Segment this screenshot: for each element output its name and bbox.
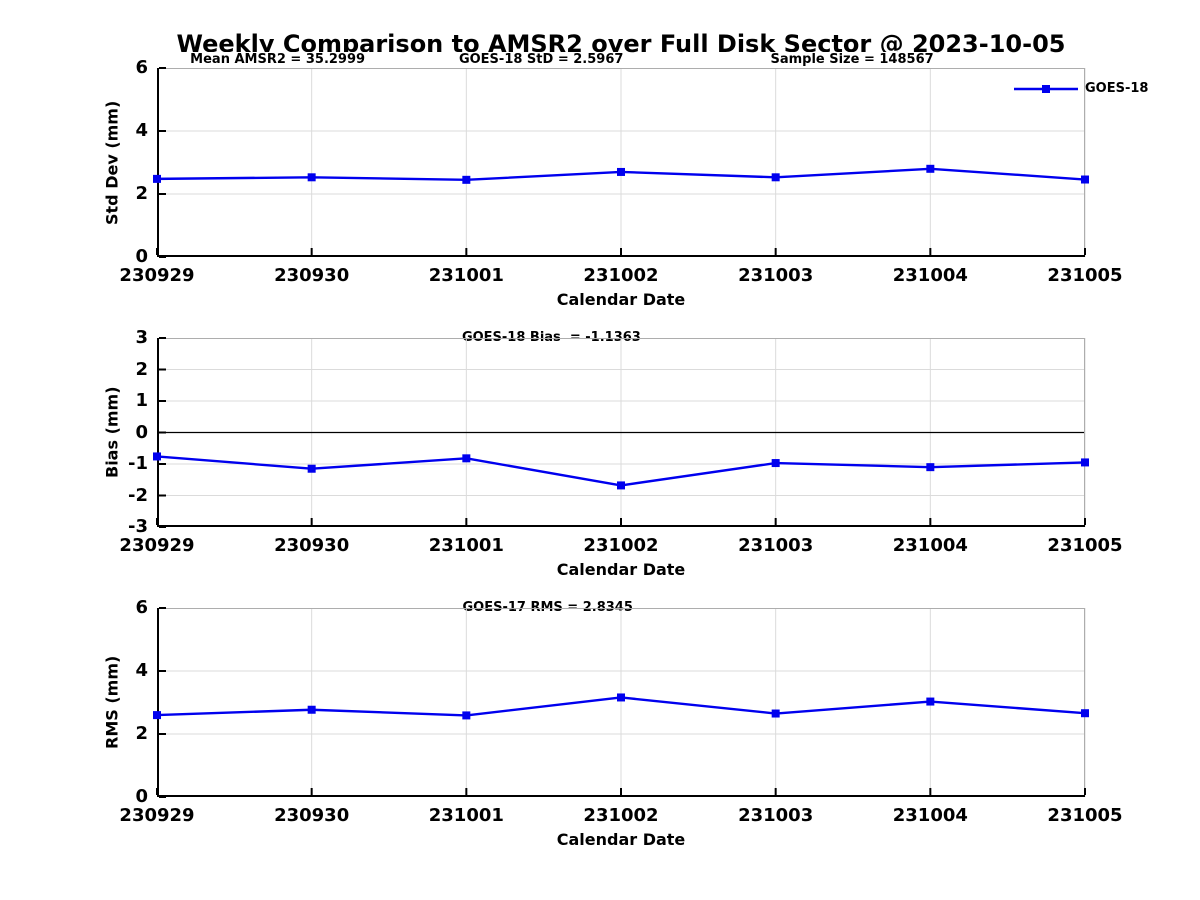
axis-spines <box>157 608 1085 797</box>
y-tick-label: -2 <box>128 484 148 506</box>
x-tick-label: 231004 <box>892 535 968 556</box>
x-tick-label: 230929 <box>119 535 195 556</box>
y-tick-label: 4 <box>135 120 148 141</box>
data-point-marker <box>617 167 625 176</box>
data-point-marker <box>307 173 316 182</box>
data-series-goes-18 <box>153 693 1089 720</box>
x-tick-label: 231005 <box>1047 265 1123 286</box>
data-point-marker <box>771 709 780 718</box>
data-point-marker <box>617 693 625 702</box>
plot-box-edges <box>157 338 1085 527</box>
data-point-marker <box>153 174 161 183</box>
x-tick-label: 231001 <box>428 805 504 826</box>
annotation: Mean AMSR2 = 35.2999 <box>187 52 369 68</box>
data-point-marker <box>462 711 471 720</box>
y-tick-label: -3 <box>128 516 148 537</box>
subplot2-x-axis-label: Calendar Date <box>556 560 686 579</box>
data-point-marker <box>307 464 316 473</box>
x-tick-label: 230930 <box>274 805 350 826</box>
x-tick-label: 231002 <box>583 535 659 556</box>
x-tick-label: 231003 <box>738 535 814 556</box>
data-point-marker <box>771 173 780 182</box>
y-tick-label: 2 <box>135 358 148 380</box>
data-point-marker <box>1081 458 1089 467</box>
data-point-marker <box>462 175 471 184</box>
data-point-marker <box>462 454 471 463</box>
x-tick-label: 231005 <box>1047 535 1123 556</box>
subplot1-y-axis-label: Std Dev (mm) <box>102 100 122 225</box>
subplot3-y-axis-label: RMS (mm) <box>102 655 122 750</box>
data-point-marker <box>153 452 161 461</box>
data-point-marker <box>617 481 625 490</box>
data-point-marker <box>1081 709 1089 718</box>
x-tick-label: 231001 <box>428 535 504 556</box>
y-tick-label: 0 <box>135 786 148 807</box>
data-point-marker <box>926 697 935 706</box>
plot-box-edges <box>157 68 1085 257</box>
x-tick-label: 231004 <box>892 265 968 286</box>
data-series-goes-18 <box>153 164 1089 184</box>
x-tick-label: 231003 <box>738 265 814 286</box>
subplot3-plot-area <box>153 607 1089 798</box>
y-tick-label: 6 <box>135 57 148 78</box>
legend-line-marker-icon <box>1014 84 1078 93</box>
subplot3-x-axis-label: Calendar Date <box>556 830 686 849</box>
legend: GOES-18 <box>1014 80 1148 97</box>
plot-box-edges <box>157 608 1085 797</box>
x-tick-label: 231003 <box>738 805 814 826</box>
subplot1-x-axis-label: Calendar Date <box>556 290 686 309</box>
data-point-marker <box>153 711 161 720</box>
x-tick-label: 230929 <box>119 805 195 826</box>
gridlines <box>157 68 1086 257</box>
subplot2-plot-area <box>153 337 1089 528</box>
y-tick-label: -1 <box>128 453 148 474</box>
x-tick-label: 230930 <box>274 265 350 286</box>
legend-label: GOES-18 <box>1085 81 1149 96</box>
x-tick-label: 231004 <box>892 805 968 826</box>
data-point-marker <box>926 164 935 173</box>
x-tick-label: 231005 <box>1047 805 1123 826</box>
axis-spines <box>157 338 1085 527</box>
tick-marks <box>156 337 1086 528</box>
annotation: GOES-18 StD = 2.5967 <box>455 52 627 68</box>
data-series-goes-18 <box>153 452 1089 490</box>
y-tick-label: 2 <box>135 183 148 204</box>
data-point-marker <box>1081 175 1089 184</box>
x-tick-label: 231002 <box>583 265 659 286</box>
y-tick-label: 1 <box>135 390 148 411</box>
data-point-marker <box>926 463 935 472</box>
y-tick-label: 0 <box>135 421 148 443</box>
y-tick-label: 0 <box>135 246 148 267</box>
subplot1-plot-area <box>153 67 1089 258</box>
tick-marks <box>156 607 1086 798</box>
data-point-marker <box>771 459 780 468</box>
data-point-marker <box>307 705 316 714</box>
x-tick-label: 230930 <box>274 535 350 556</box>
x-tick-label: 230929 <box>119 265 195 286</box>
annotation: Sample Size = 148567 <box>767 52 937 68</box>
y-tick-label: 2 <box>135 723 148 744</box>
x-tick-label: 231001 <box>428 265 504 286</box>
x-tick-label: 231002 <box>583 805 659 826</box>
tick-marks <box>156 67 1086 258</box>
y-tick-label: 4 <box>135 660 148 681</box>
axis-spines <box>157 68 1085 257</box>
y-tick-label: 3 <box>135 327 148 348</box>
y-tick-label: 6 <box>135 597 148 618</box>
